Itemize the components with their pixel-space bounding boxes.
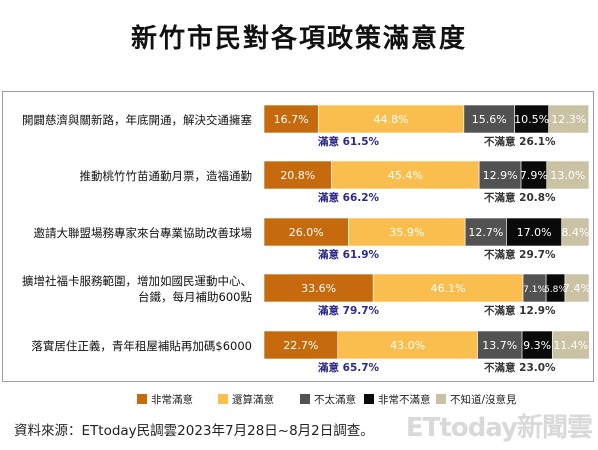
data-label: 45.4%: [388, 169, 423, 182]
watermark-logo: ETtoday新聞雲: [405, 413, 593, 443]
data-source-note: 資料來源：ETtoday民調雲2023年7月28日~8月2日調查。: [14, 423, 374, 439]
bar-segment: [506, 217, 563, 247]
data-label: 12.9%: [483, 169, 518, 182]
dissatisfied-total: 不滿意 20.8%: [484, 191, 556, 204]
legend-swatch: [218, 394, 228, 404]
dissatisfied-total: 不滿意 29.7%: [484, 248, 556, 261]
data-label: 5.8%: [544, 285, 567, 295]
category-label: 落實居住正義，青年租屋補貼再加碼$6000: [31, 339, 252, 353]
legend-label: 不太滿意: [314, 393, 356, 406]
legend-swatch: [364, 394, 374, 404]
data-label: 9.3%: [523, 339, 551, 352]
data-label: 33.6%: [301, 282, 336, 295]
satisfied-total: 滿意 65.7%: [317, 361, 380, 374]
bar-segment: [331, 160, 480, 190]
satisfied-total: 滿意 66.2%: [317, 191, 380, 204]
data-label: 7.4%: [563, 282, 591, 295]
dissatisfied-total: 不滿意 26.1%: [484, 135, 556, 148]
satisfied-total: 滿意 61.5%: [317, 135, 380, 148]
bar-segment: [372, 273, 524, 303]
data-label: 15.6%: [472, 113, 507, 126]
satisfied-total: 滿意 79.7%: [317, 304, 380, 317]
bar-segment: [520, 160, 548, 190]
bar-segment: [463, 104, 515, 134]
legend-label: 還算滿意: [232, 393, 274, 406]
data-label: 13.0%: [550, 169, 585, 182]
bar-segment: [514, 104, 550, 134]
data-label: 10.5%: [514, 113, 549, 126]
bar-segment: [478, 160, 522, 190]
data-label: 26.0%: [289, 226, 324, 239]
bar-segment: [263, 217, 349, 247]
data-label: 12.7%: [468, 226, 503, 239]
bar-segment: [263, 104, 319, 134]
bar-segment: [263, 330, 339, 360]
bar-segment: [464, 217, 507, 247]
dissatisfied-total: 不滿意 12.9%: [484, 304, 556, 317]
legend-swatch: [436, 394, 446, 404]
category-label: 擴增社福卡服務範圍，增加如國民運動中心、: [22, 274, 252, 288]
data-label: 46.1%: [431, 282, 466, 295]
bar-segment: [477, 330, 523, 360]
category-label: 台鐵，每月補助600點: [138, 290, 252, 304]
data-label: 8.4%: [561, 226, 589, 239]
bar-segment: [263, 160, 332, 190]
legend-swatch: [137, 394, 147, 404]
category-label: 推動桃竹竹苗通勤月票，造福通勤: [80, 169, 253, 183]
bar-segment: [263, 273, 374, 303]
legend-swatch: [300, 394, 310, 404]
data-label: 17.0%: [517, 226, 552, 239]
data-label: 12.3%: [551, 113, 586, 126]
bar-segment: [548, 104, 589, 134]
data-label: 7.1%: [523, 285, 546, 295]
legend-label: 非常不滿意: [378, 393, 431, 406]
data-label: 43.0%: [390, 339, 425, 352]
category-label: 開闢慈濟與關新路，年底開通，解決交通擁塞: [22, 113, 252, 127]
bar-segment: [546, 160, 590, 190]
satisfied-total: 滿意 61.9%: [317, 248, 380, 261]
bar-segment: [551, 330, 590, 360]
chart-title: 新竹市民對各項政策滿意度: [130, 24, 467, 54]
legend-label: 不知道/沒意見: [450, 393, 517, 406]
data-label: 11.4%: [553, 339, 588, 352]
dissatisfied-total: 不滿意 23.0%: [484, 361, 556, 374]
legend-label: 非常滿意: [151, 393, 193, 406]
data-label: 7.9%: [520, 169, 548, 182]
bar-segment: [317, 104, 465, 134]
data-label: 35.9%: [389, 226, 424, 239]
data-label: 22.7%: [283, 339, 318, 352]
bar-segment: [561, 217, 590, 247]
category-label: 邀請大聯盟場務專家來台專業協助改善球場: [34, 226, 253, 240]
bar-segment: [337, 330, 478, 360]
data-label: 16.7%: [274, 113, 309, 126]
bar-segment: [348, 217, 466, 247]
bar-segment: [564, 273, 590, 303]
data-label: 13.7%: [482, 339, 517, 352]
data-label: 20.8%: [280, 169, 315, 182]
bar-segment: [521, 330, 553, 360]
data-label: 44.8%: [374, 113, 409, 126]
